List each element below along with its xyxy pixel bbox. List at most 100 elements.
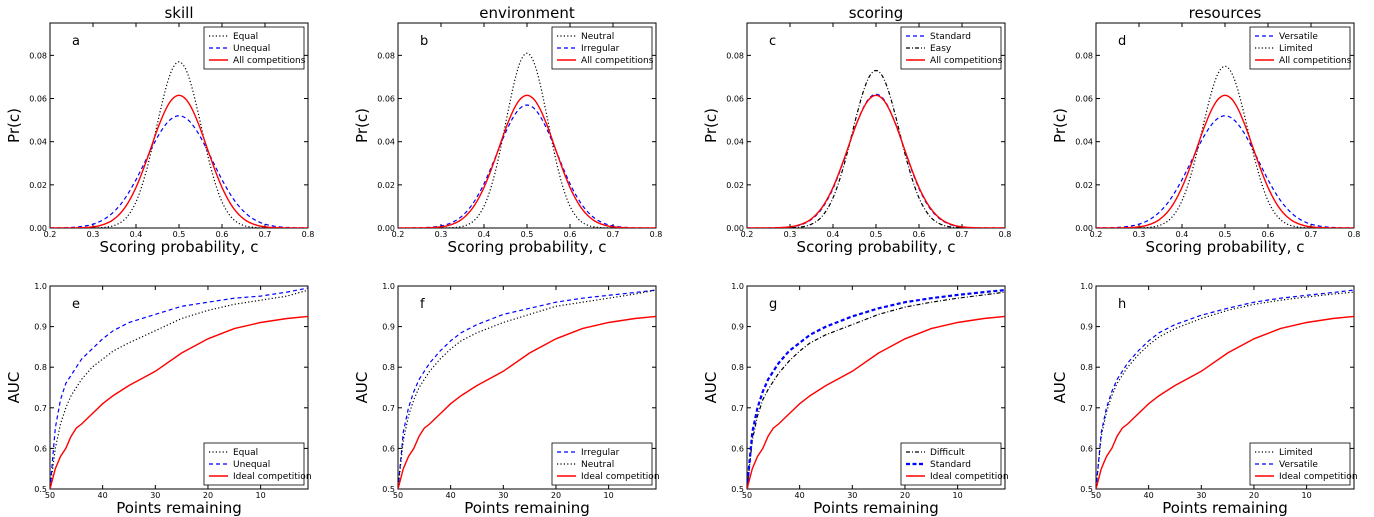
x-tick-label: 20	[203, 491, 213, 500]
legend-entry: Equal	[233, 448, 258, 458]
y-tick-label: 0.8	[34, 363, 47, 372]
x-tick-label: 0.4	[130, 230, 143, 239]
y-axis-label: AUC	[702, 372, 720, 404]
legend-box	[203, 26, 305, 70]
panel-letter: e	[72, 297, 80, 312]
x-tick-label: 40	[795, 491, 805, 500]
x-tick-label: 30	[847, 491, 857, 500]
x-tick-label: 0.5	[1219, 230, 1232, 239]
panel-b: environment b 0.2 0.3 0.4 0.5 0.6 0.7 0.8 0.00 0.0…	[353, 4, 662, 256]
x-tick-label: 20	[551, 491, 561, 500]
legend-entry: Versatile	[1279, 460, 1318, 470]
y-tick-label: 0.08	[377, 51, 395, 60]
panel-title: scoring	[849, 4, 904, 22]
x-tick-label: 0.6	[1262, 230, 1275, 239]
legend-entry: Standard	[930, 460, 971, 470]
legend-entry: Equal	[233, 32, 258, 42]
legend: Equal Unequal All competitions	[203, 26, 306, 70]
panel-e: e 50 40 30 20 10 0.5 0.6 0.7 0.8 0.9 1.0 Points rema…	[5, 282, 312, 517]
x-tick-label: 0.7	[956, 230, 969, 239]
x-tick-label: 0.2	[1090, 230, 1103, 239]
x-tick-label: 0.7	[1305, 230, 1318, 239]
series-line-standard	[747, 289, 1005, 489]
legend: Neutral Irregular All competitions	[551, 26, 654, 70]
y-tick-label: 1.0	[731, 282, 744, 291]
y-tick-label: 0.04	[29, 138, 47, 147]
y-tick-label: 0.00	[29, 224, 47, 233]
y-axis-label: Pr(c)	[1051, 108, 1069, 143]
x-axis-label: Scoring probability, c	[1146, 238, 1305, 256]
x-tick-label: 20	[900, 491, 910, 500]
x-tick-label: 0.8	[302, 230, 315, 239]
series-line-difficult	[747, 291, 1005, 489]
x-tick-label: 0.8	[999, 230, 1012, 239]
y-tick-label: 0.02	[377, 181, 395, 190]
y-tick-label: 0.00	[726, 224, 744, 233]
y-tick-label: 0.9	[1080, 323, 1093, 332]
y-tick-label: 0.7	[34, 404, 47, 413]
plot-frame	[746, 285, 1006, 490]
legend-box	[1249, 26, 1351, 70]
legend-entry: All competitions	[930, 56, 1003, 66]
series-line-all-competitions	[747, 94, 1005, 228]
x-tick-label: 0.3	[435, 230, 448, 239]
x-tick-label: 50	[742, 491, 752, 500]
panel-g: g 50 40 30 20 10 0.5 0.6 0.7 0.8 0.9 1.0 Points rema…	[702, 282, 1009, 517]
series-line-neutral	[398, 289, 656, 489]
panel-letter: g	[769, 297, 777, 312]
y-tick-label: 0.06	[29, 95, 47, 104]
y-tick-label: 0.5	[1080, 485, 1093, 494]
x-tick-label: 10	[256, 491, 266, 500]
series-line-all-competitions	[50, 94, 308, 228]
legend-entry: Irregular	[581, 44, 620, 54]
series-line-equal	[50, 289, 308, 489]
legend-entry: Ideal competition	[233, 472, 312, 482]
x-tick-label: 0.2	[741, 230, 754, 239]
x-tick-label: 0.8	[1348, 230, 1361, 239]
legend-entry: Limited	[1279, 448, 1313, 458]
y-tick-label: 0.00	[377, 224, 395, 233]
legend-entry: Standard	[930, 32, 971, 42]
y-tick-label: 0.9	[731, 323, 744, 332]
y-tick-label: 0.08	[29, 51, 47, 60]
panel-letter: d	[1118, 34, 1126, 49]
x-axis-label: Points remaining	[813, 499, 939, 517]
series-line-equal	[50, 61, 308, 228]
series-line-ideal-competition	[747, 315, 1005, 489]
y-axis-label: Pr(c)	[5, 108, 23, 143]
plot-frame	[1095, 285, 1355, 490]
panel-letter: c	[769, 34, 776, 49]
y-tick-label: 0.7	[1080, 404, 1093, 413]
x-tick-label: 50	[393, 491, 403, 500]
x-tick-label: 10	[604, 491, 614, 500]
y-tick-label: 0.02	[1075, 181, 1093, 190]
legend: Limited Versatile Ideal competition	[1249, 442, 1358, 486]
legend-box	[900, 442, 1002, 486]
series-line-unequal	[50, 287, 308, 489]
plot-frame	[397, 285, 657, 490]
y-axis-label: Pr(c)	[702, 108, 720, 143]
legend-entry: Unequal	[233, 460, 270, 470]
x-tick-label: 0.5	[521, 230, 534, 239]
legend-entry: Ideal competition	[581, 472, 660, 482]
panel-letter: a	[72, 34, 80, 49]
series-line-versatile	[1096, 115, 1354, 228]
x-tick-label: 0.5	[870, 230, 883, 239]
panel-title: resources	[1189, 4, 1262, 22]
y-tick-label: 0.8	[1080, 363, 1093, 372]
x-tick-label: 40	[1144, 491, 1154, 500]
y-tick-label: 0.06	[726, 95, 744, 104]
series-line-easy	[747, 69, 1005, 228]
y-tick-label: 0.06	[1075, 95, 1093, 104]
series-line-ideal-competition	[398, 315, 656, 489]
x-tick-label: 0.2	[392, 230, 405, 239]
legend-entry: Versatile	[1279, 32, 1318, 42]
x-tick-label: 0.3	[784, 230, 797, 239]
series-line-all-competitions	[1096, 94, 1354, 228]
y-tick-label: 0.7	[731, 404, 744, 413]
x-tick-label: 0.2	[44, 230, 57, 239]
legend-entry: Ideal competition	[1279, 472, 1358, 482]
x-tick-label: 30	[150, 491, 160, 500]
y-axis-label: Pr(c)	[353, 108, 371, 143]
